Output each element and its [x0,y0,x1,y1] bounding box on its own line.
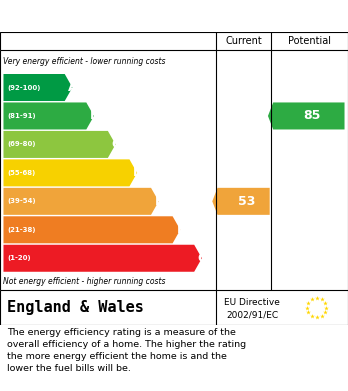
Text: G: G [197,252,208,265]
Text: 2002/91/EC: 2002/91/EC [226,310,278,319]
Text: Current: Current [225,36,262,46]
Text: C: C [112,138,121,151]
Text: F: F [177,223,185,236]
Polygon shape [3,188,159,215]
Text: E: E [155,195,164,208]
Polygon shape [3,245,202,272]
Polygon shape [212,188,270,215]
Text: (81-91): (81-91) [7,113,35,119]
Polygon shape [3,102,94,129]
Text: A: A [68,81,78,94]
Text: Not energy efficient - higher running costs: Not energy efficient - higher running co… [3,277,166,286]
Polygon shape [3,131,116,158]
Text: Very energy efficient - lower running costs: Very energy efficient - lower running co… [3,57,166,66]
Text: (55-68): (55-68) [7,170,35,176]
Text: (21-38): (21-38) [7,227,35,233]
Text: D: D [133,167,143,179]
Text: (39-54): (39-54) [7,198,35,204]
Polygon shape [268,102,345,129]
Polygon shape [3,216,180,243]
Text: (69-80): (69-80) [7,142,35,147]
Text: The energy efficiency rating is a measure of the
overall efficiency of a home. T: The energy efficiency rating is a measur… [7,328,246,373]
Text: Potential: Potential [288,36,331,46]
Polygon shape [3,74,72,101]
Text: 85: 85 [304,109,321,122]
Text: EU Directive: EU Directive [224,298,280,307]
Text: B: B [90,109,100,122]
Text: (1-20): (1-20) [7,255,31,261]
Text: England & Wales: England & Wales [7,300,144,315]
Text: 53: 53 [238,195,256,208]
Text: Energy Efficiency Rating: Energy Efficiency Rating [10,9,221,23]
Polygon shape [3,160,137,187]
Text: (92-100): (92-100) [7,84,40,90]
